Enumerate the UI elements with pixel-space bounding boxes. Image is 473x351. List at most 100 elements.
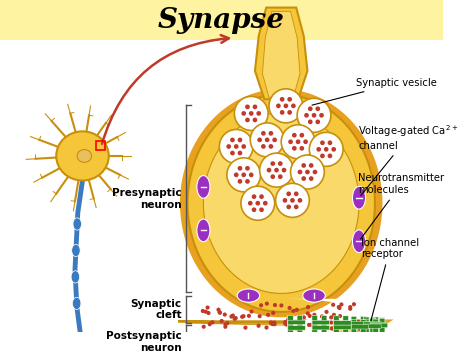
Circle shape [223, 325, 228, 329]
FancyBboxPatch shape [297, 321, 303, 335]
Circle shape [219, 319, 224, 323]
Ellipse shape [77, 150, 92, 162]
Circle shape [205, 305, 210, 310]
Circle shape [288, 139, 293, 144]
Circle shape [307, 323, 311, 327]
Circle shape [231, 313, 235, 318]
Circle shape [315, 106, 320, 111]
FancyArrowPatch shape [102, 35, 229, 144]
FancyBboxPatch shape [333, 316, 339, 330]
Circle shape [250, 310, 254, 313]
Circle shape [302, 315, 306, 319]
Circle shape [271, 322, 274, 326]
Circle shape [237, 166, 242, 171]
FancyBboxPatch shape [351, 316, 357, 331]
Circle shape [308, 119, 313, 124]
Circle shape [296, 321, 300, 325]
Circle shape [234, 316, 238, 320]
Circle shape [294, 326, 298, 331]
Circle shape [248, 201, 253, 206]
Ellipse shape [303, 289, 325, 302]
Polygon shape [187, 94, 375, 312]
FancyBboxPatch shape [360, 316, 366, 331]
Circle shape [315, 119, 320, 124]
Circle shape [348, 305, 352, 309]
FancyBboxPatch shape [343, 320, 349, 335]
Circle shape [337, 305, 341, 309]
Circle shape [241, 186, 275, 220]
Circle shape [306, 311, 310, 316]
Text: Neurotransmitter
molecules: Neurotransmitter molecules [358, 173, 444, 239]
Ellipse shape [73, 218, 81, 230]
Circle shape [259, 194, 264, 199]
Circle shape [339, 302, 343, 306]
Circle shape [298, 170, 302, 174]
Circle shape [261, 131, 266, 136]
FancyBboxPatch shape [373, 317, 378, 331]
Circle shape [282, 198, 287, 203]
Circle shape [252, 194, 256, 199]
Circle shape [291, 104, 296, 108]
Circle shape [348, 307, 352, 311]
Circle shape [245, 179, 250, 184]
Circle shape [320, 314, 324, 318]
Circle shape [271, 311, 275, 315]
FancyBboxPatch shape [288, 320, 305, 324]
Circle shape [259, 207, 264, 212]
Circle shape [294, 205, 298, 209]
Ellipse shape [237, 289, 260, 302]
Circle shape [237, 151, 242, 155]
Circle shape [245, 166, 250, 171]
Circle shape [292, 133, 297, 138]
Circle shape [223, 312, 227, 317]
FancyBboxPatch shape [363, 317, 369, 331]
Ellipse shape [352, 186, 366, 209]
Circle shape [258, 314, 262, 318]
FancyBboxPatch shape [351, 320, 357, 334]
FancyBboxPatch shape [321, 320, 327, 335]
Polygon shape [180, 89, 383, 317]
Circle shape [229, 314, 234, 319]
Circle shape [269, 320, 273, 325]
Circle shape [319, 113, 324, 118]
Circle shape [230, 138, 235, 142]
Circle shape [308, 106, 313, 111]
Circle shape [261, 144, 266, 149]
Circle shape [271, 161, 275, 166]
FancyBboxPatch shape [297, 315, 303, 329]
FancyBboxPatch shape [288, 326, 305, 330]
Circle shape [283, 320, 288, 324]
Circle shape [227, 158, 261, 192]
Circle shape [244, 326, 247, 330]
Circle shape [241, 111, 246, 116]
Circle shape [344, 319, 349, 324]
FancyBboxPatch shape [364, 322, 381, 326]
Circle shape [260, 153, 293, 187]
FancyBboxPatch shape [379, 318, 385, 332]
FancyBboxPatch shape [333, 321, 351, 325]
Circle shape [290, 198, 295, 203]
Circle shape [278, 174, 282, 179]
FancyBboxPatch shape [370, 323, 387, 327]
Circle shape [272, 138, 277, 142]
Circle shape [265, 138, 270, 142]
Circle shape [227, 144, 231, 149]
Circle shape [320, 140, 325, 145]
Circle shape [234, 97, 268, 131]
Circle shape [280, 110, 284, 115]
Circle shape [305, 170, 310, 174]
FancyBboxPatch shape [0, 0, 443, 40]
Circle shape [218, 310, 222, 314]
Text: Voltage-gated Ca$^{2+}$
channel: Voltage-gated Ca$^{2+}$ channel [358, 123, 458, 196]
Circle shape [316, 147, 321, 152]
Circle shape [285, 323, 289, 327]
Circle shape [296, 139, 300, 144]
Circle shape [265, 302, 269, 306]
Circle shape [288, 306, 292, 310]
Circle shape [250, 123, 284, 157]
Circle shape [320, 153, 325, 158]
Circle shape [338, 314, 342, 318]
Circle shape [278, 161, 282, 166]
FancyBboxPatch shape [343, 316, 349, 330]
Ellipse shape [197, 176, 210, 198]
